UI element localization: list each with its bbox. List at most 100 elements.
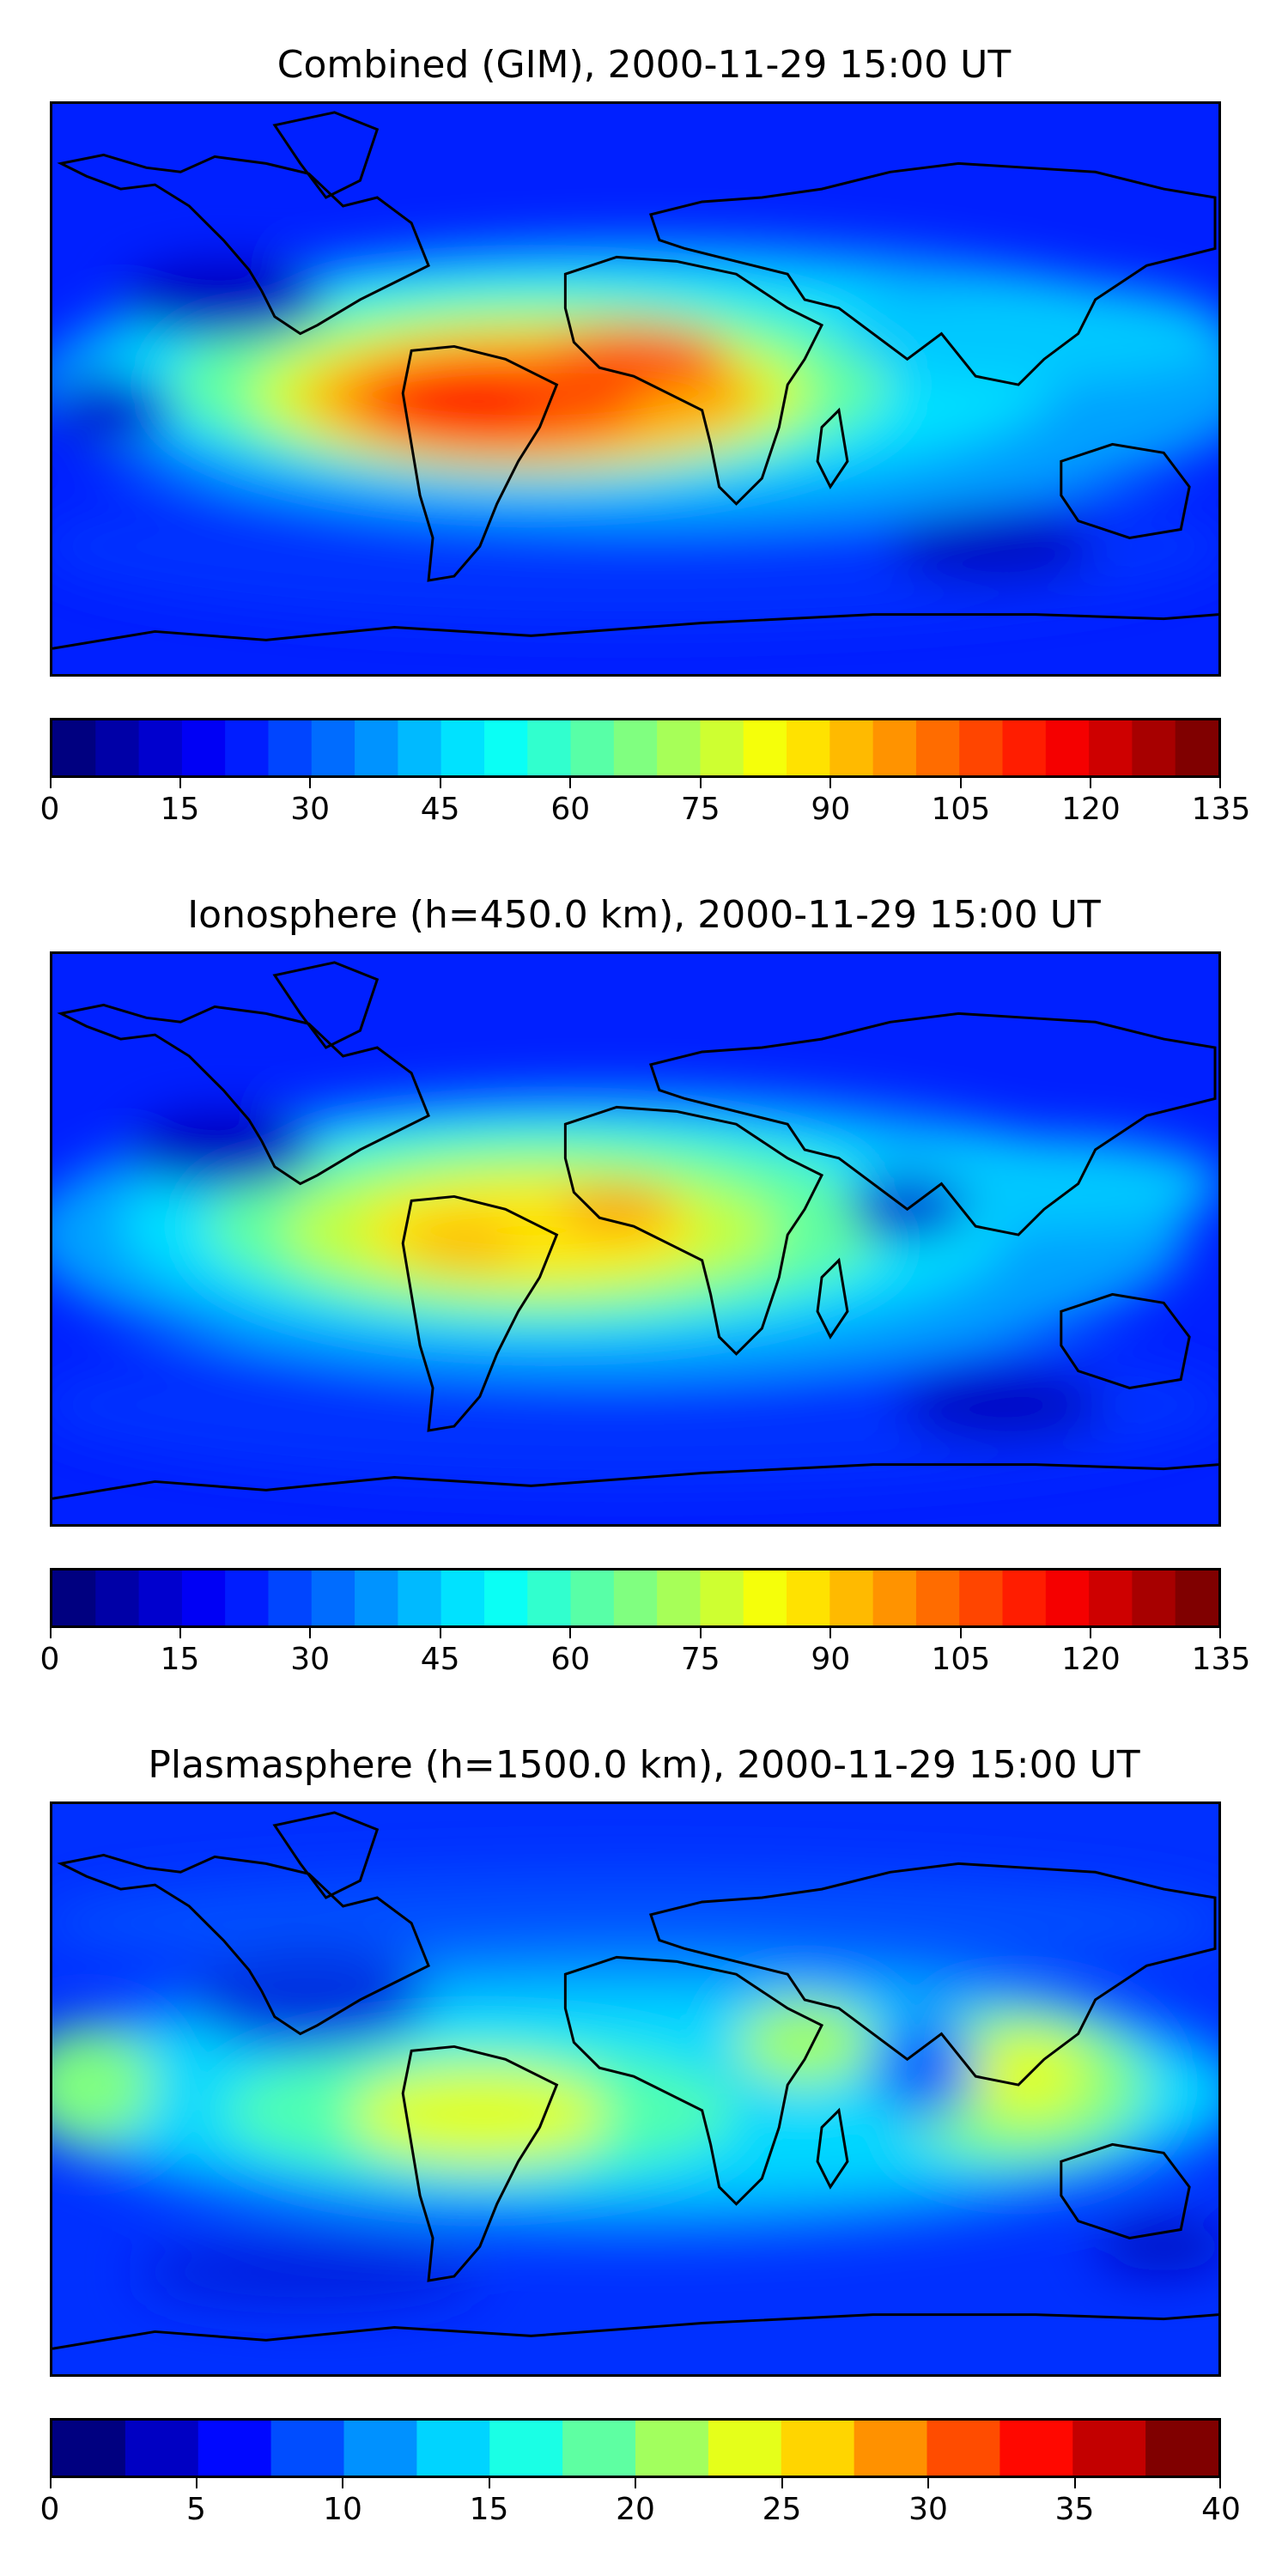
colorbar-level-17 — [787, 1571, 830, 1625]
colorbar-tick-label: 45 — [420, 792, 460, 827]
colorbar-tick-label: 30 — [290, 792, 331, 827]
colorbar-level-18 — [829, 1571, 874, 1625]
colorbar-tick-mark — [488, 2478, 490, 2488]
colorbar-tick-label: 15 — [160, 1642, 200, 1677]
panel-3-field — [52, 1872, 1218, 2306]
colorbar-level-9 — [708, 2421, 782, 2476]
colorbar-level-6 — [311, 1571, 355, 1625]
colorbar-tick-label: 90 — [811, 1642, 851, 1677]
colorbar-level-22 — [1002, 1571, 1047, 1625]
colorbar-level-18 — [829, 720, 874, 775]
panel-1-map-svg — [52, 104, 1218, 674]
colorbar-tick-mark — [195, 2478, 197, 2488]
colorbar-level-2 — [138, 1571, 183, 1625]
colorbar-tick-mark — [569, 778, 572, 788]
panel-2-title: Ionosphere (h=450.0 km), 2000-11-29 15:0… — [187, 893, 1101, 937]
colorbar-level-0 — [52, 720, 96, 775]
colorbar-tick-label: 120 — [1061, 792, 1121, 827]
colorbar-level-26 — [1175, 1571, 1218, 1625]
colorbar-level-11 — [527, 720, 572, 775]
colorbar-level-11 — [854, 2421, 928, 2476]
colorbar-tick-mark — [829, 778, 832, 788]
colorbar-tick-label: 35 — [1054, 2492, 1095, 2527]
colorbar-tick-mark — [699, 778, 702, 788]
colorbar-level-24 — [1089, 720, 1133, 775]
colorbar-level-13 — [999, 2421, 1073, 2476]
panel-1-colorbar — [50, 718, 1221, 778]
colorbar-tick-label: 30 — [908, 2492, 948, 2527]
colorbar-level-4 — [225, 1571, 270, 1625]
colorbar-tick-mark — [927, 2478, 929, 2488]
colorbar-level-15 — [700, 1571, 744, 1625]
colorbar-tick-label: 10 — [323, 2492, 362, 2527]
panel-1-coastlines — [52, 111, 1218, 650]
colorbar-tick-label: 0 — [39, 792, 60, 827]
colorbar-tick-mark — [569, 1628, 572, 1638]
colorbar-level-14 — [657, 720, 702, 775]
panel-3-title: Plasmasphere (h=1500.0 km), 2000-11-29 1… — [148, 1743, 1140, 1787]
colorbar-level-20 — [915, 1571, 960, 1625]
colorbar-level-7 — [355, 720, 398, 775]
colorbar-tick-mark — [50, 2478, 52, 2488]
colorbar-level-8 — [398, 720, 442, 775]
colorbar-tick-label: 0 — [39, 1642, 60, 1677]
colorbar-tick-mark — [342, 2478, 343, 2488]
colorbar-level-1 — [125, 2421, 199, 2476]
colorbar-level-24 — [1089, 1571, 1133, 1625]
colorbar-tick-mark — [1219, 1628, 1221, 1638]
colorbar-tick-mark — [781, 2478, 783, 2488]
colorbar-tick-label: 135 — [1191, 1642, 1251, 1677]
panel-3-colorbar-svg — [52, 2421, 1218, 2476]
colorbar-tick-label: 120 — [1061, 1642, 1121, 1677]
panel-2-colorbar-svg — [52, 1571, 1218, 1625]
colorbar-tick-label: 5 — [186, 2492, 206, 2527]
panel-1-colorbar-svg — [52, 720, 1218, 775]
colorbar-level-25 — [1132, 1571, 1176, 1625]
colorbar-tick-label: 40 — [1201, 2492, 1241, 2527]
colorbar-tick-mark — [309, 778, 312, 788]
colorbar-tick-mark — [1219, 2478, 1221, 2488]
colorbar-level-4 — [225, 720, 270, 775]
colorbar-level-17 — [787, 720, 830, 775]
panel-3-coastlines — [52, 1811, 1218, 2350]
colorbar-level-10 — [483, 1571, 528, 1625]
colorbar-tick-label: 75 — [680, 792, 720, 827]
colorbar-level-7 — [562, 2421, 636, 2476]
colorbar-level-1 — [95, 1571, 140, 1625]
colorbar-level-9 — [440, 720, 485, 775]
colorbar-level-4 — [343, 2421, 417, 2476]
colorbar-tick-label: 75 — [680, 1642, 720, 1677]
colorbar-tick-mark — [1073, 2478, 1076, 2488]
colorbar-level-2 — [138, 720, 183, 775]
colorbar-level-15 — [1145, 2421, 1218, 2476]
colorbar-tick-mark — [50, 778, 52, 788]
colorbar-level-21 — [959, 1571, 1004, 1625]
colorbar-tick-label: 0 — [39, 2492, 60, 2527]
colorbar-level-3 — [270, 2421, 345, 2476]
colorbar-level-6 — [311, 720, 355, 775]
colorbar-level-13 — [613, 1571, 658, 1625]
colorbar-level-22 — [1002, 720, 1047, 775]
colorbar-level-16 — [743, 720, 787, 775]
panel-2-map — [50, 951, 1221, 1527]
colorbar-tick-mark — [959, 1628, 962, 1638]
colorbar-tick-mark — [829, 1628, 832, 1638]
panel-2-field — [52, 1090, 1218, 1482]
colorbar-level-16 — [743, 1571, 787, 1625]
colorbar-level-23 — [1045, 720, 1090, 775]
colorbar-tick-mark — [1219, 778, 1221, 788]
panel-3-colorbar-ticks: 0 5 10 15 20 25 30 35 40 — [40, 2478, 1241, 2530]
colorbar-tick-mark — [959, 778, 962, 788]
colorbar-tick-mark — [635, 2478, 636, 2488]
panel-1-colorbar-ticks: 0 15 30 45 60 75 90 105 120 135 — [40, 778, 1250, 829]
colorbar-level-8 — [398, 1571, 442, 1625]
colorbar-level-14 — [657, 1571, 702, 1625]
colorbar-tick-label: 60 — [550, 1642, 591, 1677]
colorbar-level-12 — [927, 2421, 1000, 2476]
colorbar-level-0 — [52, 1571, 96, 1625]
panel-1-title: Combined (GIM), 2000-11-29 15:00 UT — [276, 43, 1012, 87]
panel-3-map-svg — [52, 1804, 1218, 2374]
colorbar-level-20 — [915, 720, 960, 775]
colorbar-tick-label: 90 — [811, 792, 851, 827]
